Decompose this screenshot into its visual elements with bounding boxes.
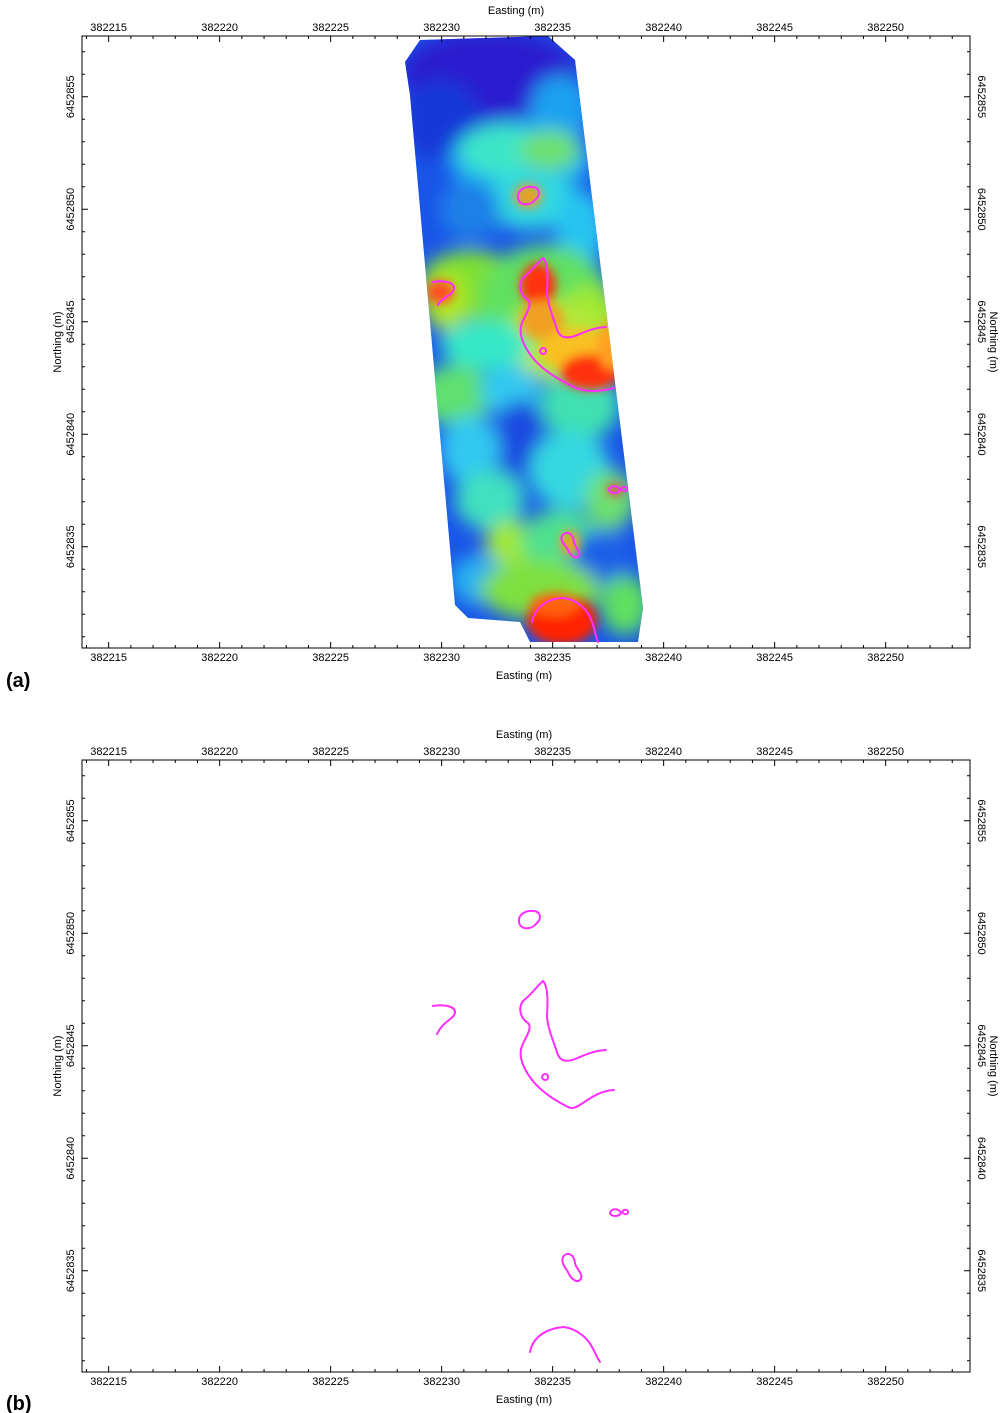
y-tick-label-left: 6452850 — [65, 912, 77, 955]
y-tick-label-right: 6452845 — [975, 300, 987, 343]
x-tick-label-bottom: 382230 — [423, 652, 460, 664]
x-tick-label-top: 382225 — [312, 746, 349, 758]
y-axis-title-left-a: Northing (m) — [52, 311, 64, 372]
contour-b-4 — [541, 1073, 549, 1081]
x-axis-title-bottom-b: Easting (m) — [496, 1394, 552, 1406]
x-tick-label-bottom: 382215 — [90, 1376, 127, 1388]
y-axis-title-right-a: Northing (m) — [987, 311, 999, 372]
contour-b-5 — [609, 1208, 629, 1217]
panel-label-a: (a) — [6, 670, 30, 692]
x-tick-label-bottom: 382250 — [867, 652, 904, 664]
contour-a-7 — [531, 597, 599, 643]
x-axis-title-top-a: Easting (m) — [488, 5, 544, 17]
x-tick-label-bottom: 382220 — [201, 1376, 238, 1388]
contours-a — [432, 185, 628, 643]
contour-a-5 — [608, 485, 628, 494]
contour-b-2 — [432, 1004, 456, 1035]
contours-b — [432, 909, 629, 1363]
y-tick-label-left: 6452840 — [65, 413, 77, 456]
x-tick-label-top: 382220 — [201, 746, 238, 758]
x-tick-label-bottom: 382235 — [534, 652, 571, 664]
y-tick-label-right: 6452855 — [975, 75, 987, 118]
y-axis-title-right-b: Northing (m) — [987, 1035, 999, 1096]
x-tick-label-top: 382240 — [645, 746, 682, 758]
contour-b-3 — [519, 980, 615, 1110]
x-tick-label-top: 382215 — [90, 746, 127, 758]
plot-frame-a — [81, 35, 971, 649]
x-tick-label-top: 382225 — [312, 22, 349, 34]
x-tick-label-top: 382240 — [645, 22, 682, 34]
y-tick-label-right: 6452850 — [975, 912, 987, 955]
y-tick-label-left: 6452850 — [65, 188, 77, 231]
x-tick-label-bottom: 382245 — [756, 652, 793, 664]
contour-a-2 — [432, 280, 455, 306]
x-tick-label-top: 382230 — [423, 746, 460, 758]
contour-a-3 — [519, 257, 615, 392]
x-tick-label-top: 382215 — [90, 22, 127, 34]
panel-a: 382215 382215 382220 382220 382225 382225 3822… — [6, 5, 999, 692]
x-tick-label-top: 382230 — [423, 22, 460, 34]
y-tick-label-right: 6452855 — [975, 799, 987, 842]
y-tick-label-right: 6452850 — [975, 188, 987, 231]
ticks-b: 382215 382215 382220 382220 382225 382225 3822… — [65, 746, 987, 1388]
y-tick-label-right: 6452845 — [975, 1024, 987, 1067]
y-tick-label-left: 6452835 — [65, 525, 77, 568]
y-tick-label-right: 6452840 — [975, 413, 987, 456]
x-tick-label-top: 382250 — [867, 22, 904, 34]
contour-a-6 — [560, 531, 581, 559]
contour-b-7 — [529, 1326, 601, 1363]
x-tick-label-bottom: 382225 — [312, 1376, 349, 1388]
y-tick-label-left: 6452855 — [65, 799, 77, 842]
y-tick-label-right: 6452835 — [975, 525, 987, 568]
x-tick-label-top: 382245 — [756, 22, 793, 34]
x-tick-label-bottom: 382240 — [645, 1376, 682, 1388]
contour-a-1 — [516, 185, 540, 206]
x-tick-label-bottom: 382230 — [423, 1376, 460, 1388]
x-tick-label-top: 382220 — [201, 22, 238, 34]
panel-label-b: (b) — [6, 1393, 32, 1413]
y-tick-label-left: 6452845 — [65, 1024, 77, 1067]
contour-a-4 — [539, 347, 547, 355]
x-tick-label-top: 382245 — [756, 746, 793, 758]
x-tick-label-bottom: 382240 — [645, 652, 682, 664]
x-tick-label-bottom: 382250 — [867, 1376, 904, 1388]
ticks-a: 382215 382215 382220 382220 382225 382225 3822… — [65, 22, 987, 664]
x-tick-label-top: 382235 — [534, 22, 571, 34]
y-axis-title-left-b: Northing (m) — [52, 1035, 64, 1096]
contour-b-6 — [561, 1252, 583, 1282]
survey-heatmap — [405, 36, 643, 642]
y-tick-label-right: 6452840 — [975, 1137, 987, 1180]
x-axis-title-top-b: Easting (m) — [496, 729, 552, 741]
y-tick-label-right: 6452835 — [975, 1249, 987, 1292]
plot-frame-b — [81, 759, 971, 1373]
y-tick-label-left: 6452835 — [65, 1249, 77, 1292]
x-tick-label-bottom: 382215 — [90, 652, 127, 664]
y-tick-label-left: 6452855 — [65, 75, 77, 118]
x-tick-label-bottom: 382225 — [312, 652, 349, 664]
x-tick-label-bottom: 382220 — [201, 652, 238, 664]
y-tick-label-left: 6452840 — [65, 1137, 77, 1180]
x-tick-label-bottom: 382235 — [534, 1376, 571, 1388]
x-tick-label-top: 382235 — [534, 746, 571, 758]
x-axis-title-bottom-a: Easting (m) — [496, 670, 552, 682]
panel-b: 382215 382215 382220 382220 382225 382225 3822… — [6, 729, 999, 1413]
x-tick-label-top: 382250 — [867, 746, 904, 758]
y-tick-label-left: 6452845 — [65, 300, 77, 343]
contour-b-1 — [517, 909, 541, 930]
x-tick-label-bottom: 382245 — [756, 1376, 793, 1388]
